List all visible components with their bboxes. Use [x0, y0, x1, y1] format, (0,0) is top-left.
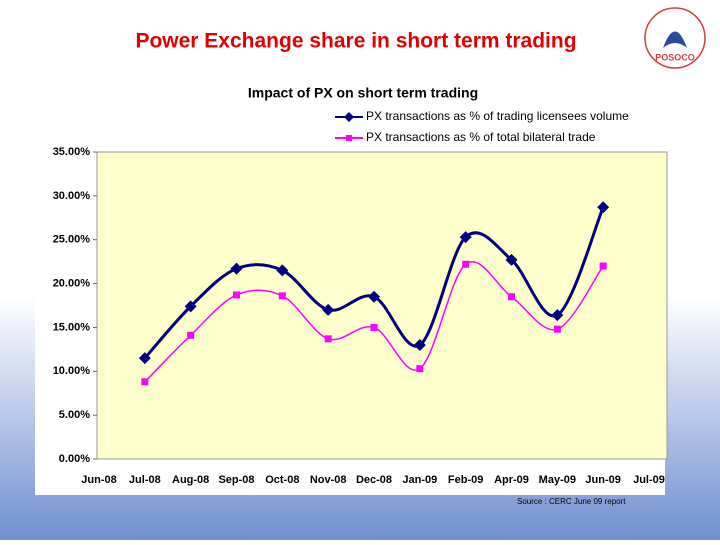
point: [553, 325, 561, 333]
logo-emblem: [663, 31, 687, 48]
point: [599, 262, 607, 270]
point: [459, 231, 472, 244]
point: [276, 264, 289, 277]
point: [278, 292, 286, 300]
point: [551, 309, 564, 322]
x-tick-label: Feb-09: [448, 474, 483, 486]
point: [462, 260, 470, 268]
point: [233, 291, 240, 299]
series-line: [143, 206, 605, 360]
x-tick-label: Sep-08: [218, 474, 254, 486]
y-tick-label: 15.00%: [53, 321, 91, 333]
legend-label: PX transactions as % of trading licensee…: [366, 109, 629, 123]
logo: POSOCO: [644, 7, 706, 69]
y-tick-label: 10.00%: [53, 365, 91, 377]
x-tick-label: Aug-08: [172, 474, 209, 486]
chart: 0.00% 5.00% 10.00% 15.00% 20.00% 25.00% 30.00%…: [53, 109, 665, 486]
point: [416, 365, 424, 373]
point: [368, 290, 380, 303]
point: [138, 352, 151, 365]
x-tick-label: Jan-09: [402, 474, 437, 486]
y-tick-label: 0.00%: [59, 453, 90, 465]
source: Source : CERC June 09 report: [517, 497, 626, 506]
legend-label: PX transactions as % of total bilateral …: [366, 130, 596, 144]
point: [505, 253, 518, 266]
logo-ring: [644, 7, 706, 69]
x-tick-label: Nov-08: [310, 474, 347, 486]
x-tick-label: May-09: [539, 474, 576, 486]
y-tick-label: 5.00%: [59, 409, 90, 421]
x-tick-label: Jun-08: [81, 474, 116, 486]
slide-title: Power Exchange share in short term tradi…: [135, 30, 576, 53]
point: [187, 331, 195, 339]
legend-marker: [346, 135, 352, 141]
point: [184, 300, 197, 313]
x-tick-label: Jul-08: [129, 474, 161, 486]
legend-marker: [344, 112, 354, 122]
y-tick-label: 30.00%: [53, 190, 91, 202]
y-tick-label: 25.00%: [53, 234, 91, 246]
x-tick-label: Dec-08: [356, 474, 392, 486]
x-tick-label: Jul-09: [633, 474, 665, 486]
point: [230, 262, 243, 275]
point: [141, 378, 149, 386]
chart-title: Impact of PX on short term trading: [248, 85, 478, 101]
series-line: [144, 261, 604, 383]
point: [597, 201, 610, 214]
point: [370, 323, 378, 331]
y-tick-label: 35.00%: [53, 146, 91, 158]
x-tick-label: Jun-09: [585, 474, 620, 486]
point: [508, 293, 515, 301]
x-tick-label: Apr-09: [494, 474, 529, 486]
y-tick-label: 20.00%: [53, 277, 91, 289]
x-tick-label: Oct-08: [265, 474, 299, 486]
point: [324, 335, 332, 343]
point: [322, 303, 335, 316]
logo-text: POSOCO: [655, 52, 695, 62]
point: [413, 338, 426, 351]
